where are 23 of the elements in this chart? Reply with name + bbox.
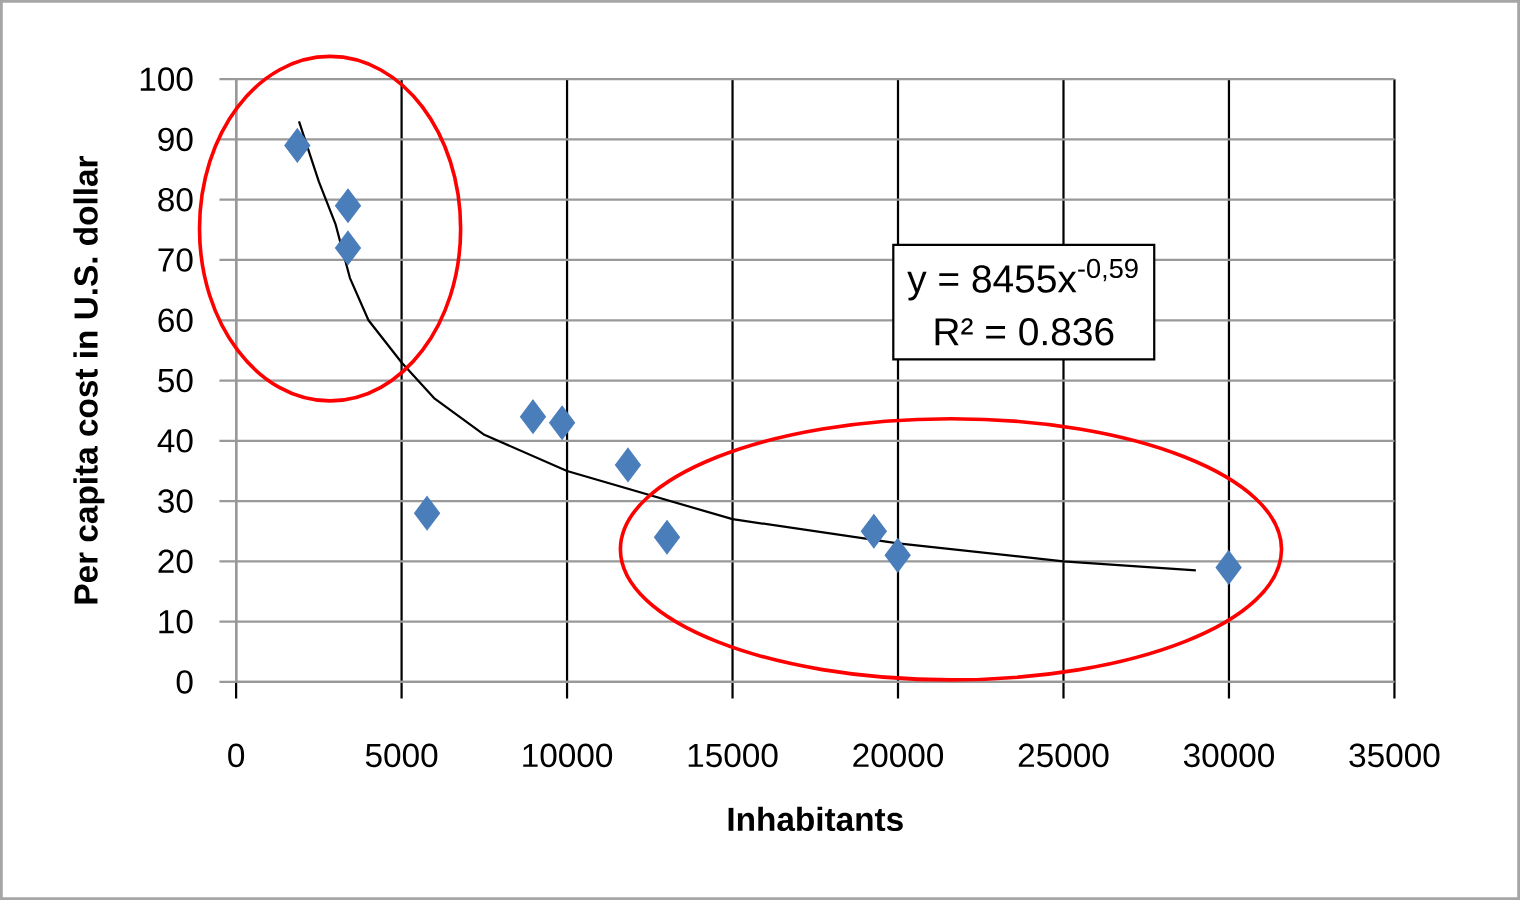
y-tick-label: 10 [159, 609, 193, 634]
y-tick-label: 100 [140, 67, 193, 91]
x-tick-label: 25000 [1018, 743, 1109, 768]
y-tick-label: 50 [158, 368, 193, 393]
x-tick-label: 0 [228, 743, 245, 768]
annotation: y = 8455x$^{-0,59}$ [907, 258, 1138, 301]
x-tick-label: 15000 [688, 743, 778, 768]
y-tick-label: 40 [157, 429, 193, 453]
y-tick-label: 60 [158, 308, 193, 333]
x-tick-label: 30000 [1183, 743, 1274, 768]
y-axis-title: Per capita cost in U.S. dollar [73, 155, 105, 604]
y-tick-label: 90 [158, 127, 193, 152]
x-tick-label: 35000 [1349, 743, 1440, 768]
y-tick-label: 70 [158, 248, 193, 272]
x-tick-label: 10000 [523, 743, 613, 768]
x-tick-label: 5000 [365, 743, 438, 768]
y-tick-label: 30 [158, 489, 193, 513]
y-tick-label: 80 [158, 187, 193, 212]
y-tick-label: 0 [176, 670, 193, 694]
annotation: R² = 0.836 [935, 317, 1114, 346]
x-axis-title: Inhabitants [728, 806, 903, 832]
x-tick-label: 20000 [853, 743, 944, 768]
y-tick-label: 20 [158, 549, 193, 574]
